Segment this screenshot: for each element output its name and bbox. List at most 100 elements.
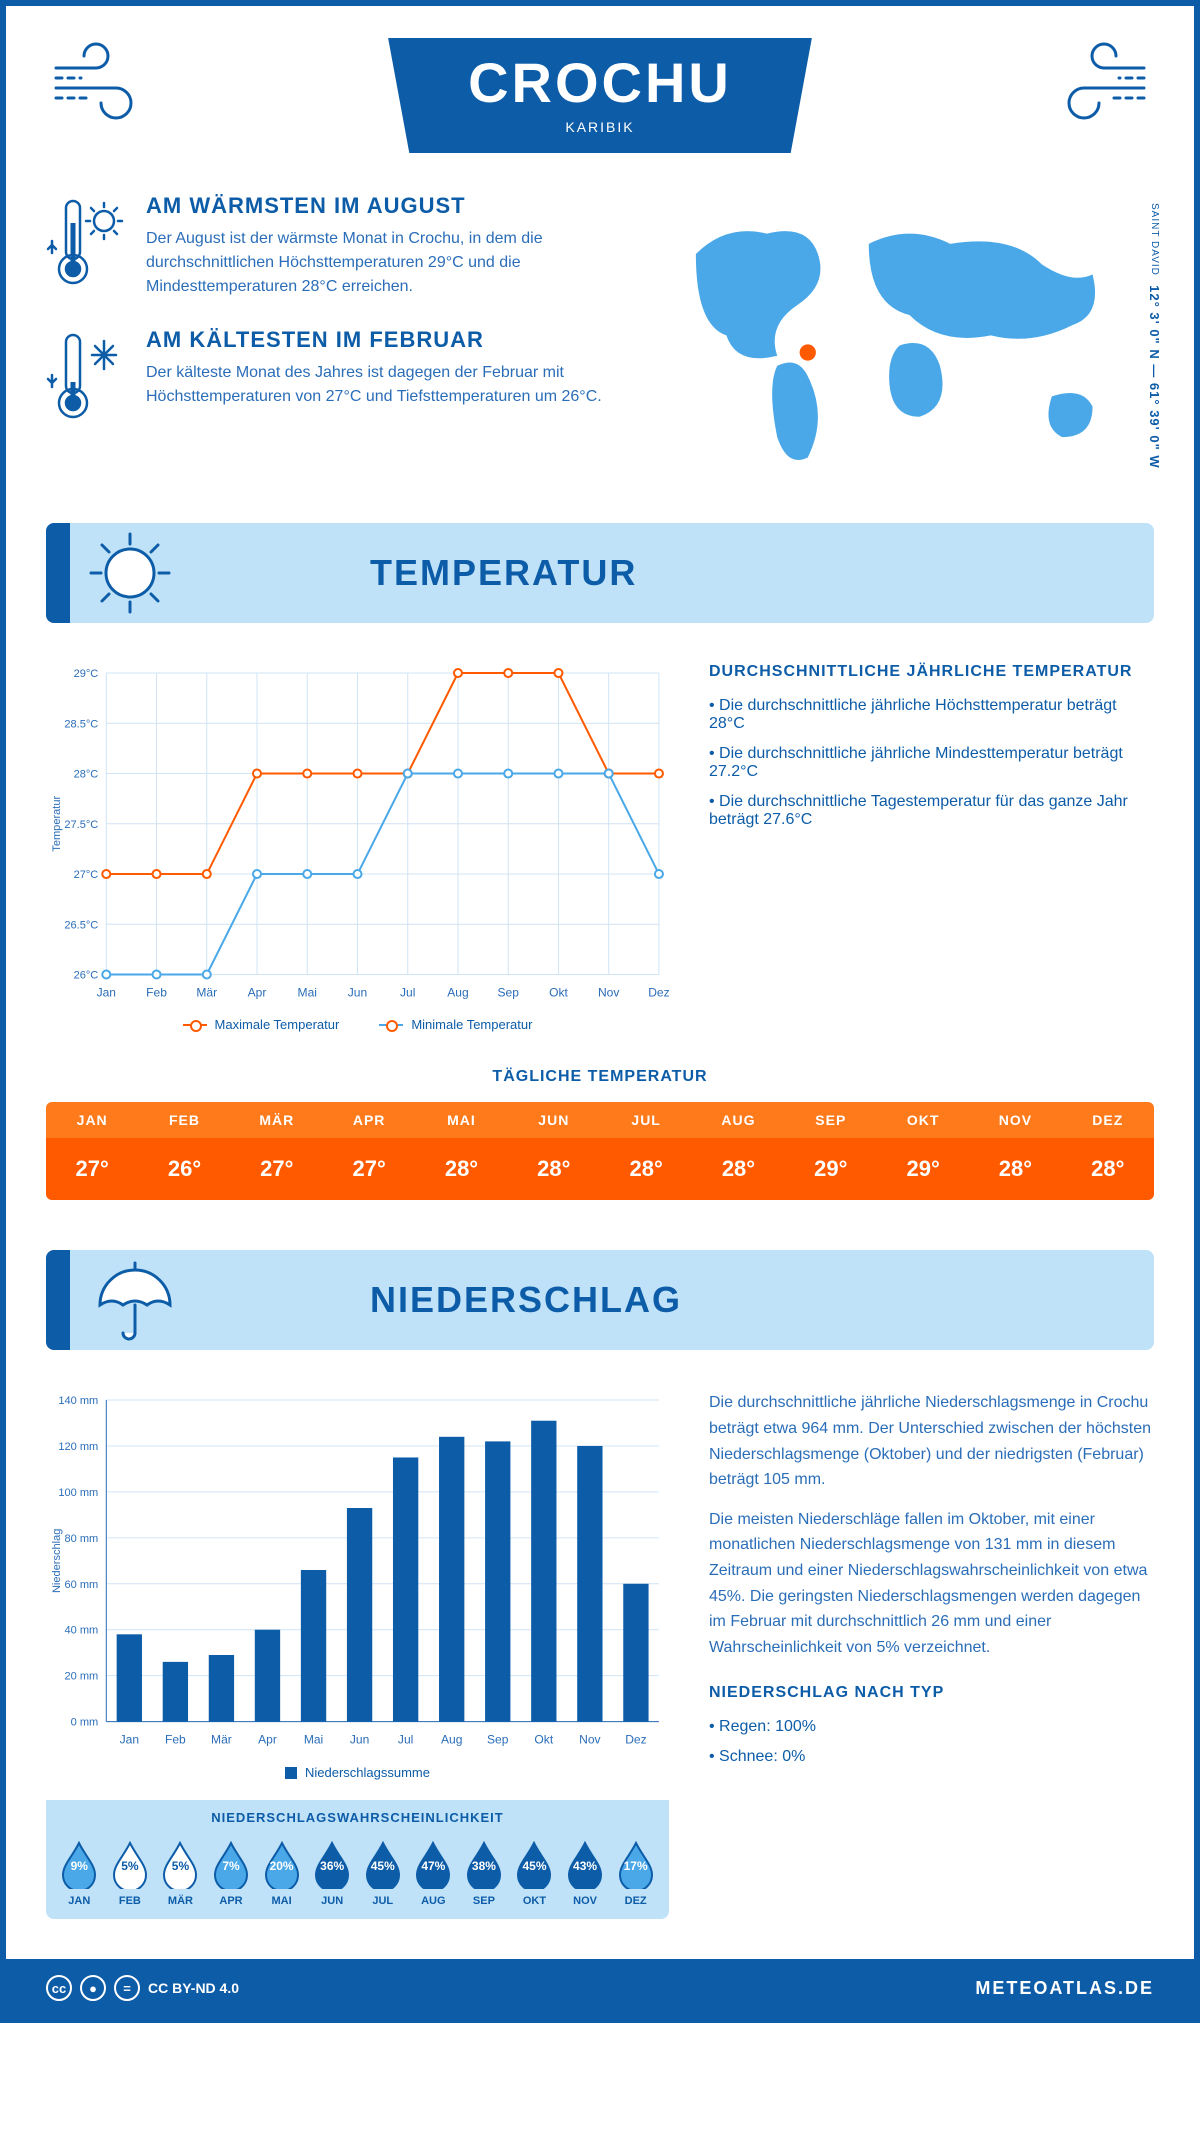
svg-text:80 mm: 80 mm <box>64 1533 98 1545</box>
svg-text:Feb: Feb <box>165 1733 186 1747</box>
coldest-title: AM KÄLTESTEN IM FEBRUAR <box>146 327 605 353</box>
drop-col: 5% FEB <box>105 1841 156 1907</box>
warmest-title: AM WÄRMSTEN IM AUGUST <box>146 193 605 219</box>
svg-text:Jun: Jun <box>350 1733 369 1747</box>
precipitation-heading: NIEDERSCHLAG <box>370 1279 682 1321</box>
svg-text:27°C: 27°C <box>74 869 99 881</box>
svg-text:60 mm: 60 mm <box>64 1579 98 1591</box>
wind-icon-left <box>46 38 166 128</box>
by-icon: ● <box>80 1975 106 2001</box>
sun-icon <box>70 523 190 623</box>
svg-text:28°C: 28°C <box>74 768 99 780</box>
precipitation-section-header: NIEDERSCHLAG <box>46 1250 1154 1350</box>
svg-text:Okt: Okt <box>549 985 568 999</box>
temperature-summary: DURCHSCHNITTLICHE JÄHRLICHE TEMPERATUR •… <box>709 663 1154 1033</box>
temp-col: JAN27° <box>46 1102 138 1200</box>
svg-text:100 mm: 100 mm <box>58 1487 98 1499</box>
temp-col: APR27° <box>323 1102 415 1200</box>
svg-text:40 mm: 40 mm <box>64 1625 98 1637</box>
svg-text:Mai: Mai <box>304 1733 323 1747</box>
umbrella-icon <box>70 1250 190 1350</box>
coldest-text: Der kälteste Monat des Jahres ist dagege… <box>146 361 605 409</box>
raindrop-icon: 7% <box>212 1841 250 1889</box>
temp-col: NOV28° <box>969 1102 1061 1200</box>
raindrop-icon: 45% <box>364 1841 402 1889</box>
temp-col: OKT29° <box>877 1102 969 1200</box>
warmest-block: AM WÄRMSTEN IM AUGUST Der August ist der… <box>46 193 605 299</box>
raindrop-icon: 47% <box>414 1841 452 1889</box>
world-map: SAINT DAVID 12° 3' 0" N — 61° 39' 0" W <box>645 193 1154 483</box>
temp-col: SEP29° <box>785 1102 877 1200</box>
svg-text:26°C: 26°C <box>74 969 99 981</box>
temperature-section-header: TEMPERATUR <box>46 523 1154 623</box>
header: CROCHU KARIBIK <box>46 38 1154 153</box>
precip-legend: Niederschlagssumme <box>46 1765 669 1780</box>
raindrop-icon: 17% <box>617 1841 655 1889</box>
svg-text:0 mm: 0 mm <box>71 1717 99 1729</box>
thermometer-hot-icon <box>46 193 126 299</box>
svg-text:Mär: Mär <box>211 1733 232 1747</box>
drop-col: 17% DEZ <box>610 1841 661 1907</box>
page-title: CROCHU <box>468 50 732 115</box>
drop-col: 45% JUL <box>357 1841 408 1907</box>
raindrop-icon: 20% <box>263 1841 301 1889</box>
temp-col: AUG28° <box>692 1102 784 1200</box>
precipitation-probability: NIEDERSCHLAGSWAHRSCHEINLICHKEIT 9% JAN 5… <box>46 1800 669 1919</box>
precipitation-bar-chart: 0 mm20 mm40 mm60 mm80 mm100 mm120 mm140 … <box>46 1390 669 1780</box>
svg-text:26.5°C: 26.5°C <box>64 919 98 931</box>
svg-text:Apr: Apr <box>258 1733 277 1747</box>
temperature-heading: TEMPERATUR <box>370 552 637 594</box>
drop-col: 45% OKT <box>509 1841 560 1907</box>
svg-text:Sep: Sep <box>497 985 519 999</box>
raindrop-icon: 9% <box>60 1841 98 1889</box>
raindrop-icon: 45% <box>515 1841 553 1889</box>
cc-icon: cc <box>46 1975 72 2001</box>
license: cc ● = CC BY-ND 4.0 <box>46 1975 239 2001</box>
svg-text:Dez: Dez <box>625 1733 646 1747</box>
svg-text:Nov: Nov <box>579 1733 600 1747</box>
svg-text:28.5°C: 28.5°C <box>64 718 98 730</box>
svg-text:Jul: Jul <box>400 985 415 999</box>
svg-text:Dez: Dez <box>648 985 669 999</box>
drop-col: 9% JAN <box>54 1841 105 1907</box>
page-subtitle: KARIBIK <box>468 119 732 135</box>
temp-col: FEB26° <box>138 1102 230 1200</box>
drop-col: 47% AUG <box>408 1841 459 1907</box>
raindrop-icon: 38% <box>465 1841 503 1889</box>
drop-col: 38% SEP <box>459 1841 510 1907</box>
temp-col: JUN28° <box>508 1102 600 1200</box>
temp-col: MÄR27° <box>231 1102 323 1200</box>
svg-text:Jan: Jan <box>97 985 116 999</box>
svg-text:Aug: Aug <box>447 985 468 999</box>
svg-text:Apr: Apr <box>248 985 267 999</box>
title-banner: CROCHU KARIBIK <box>388 38 812 153</box>
svg-text:Sep: Sep <box>487 1733 509 1747</box>
raindrop-icon: 5% <box>111 1841 149 1889</box>
nd-icon: = <box>114 1975 140 2001</box>
daily-temperature-table: TÄGLICHE TEMPERATUR JAN27°FEB26°MÄR27°AP… <box>46 1068 1154 1200</box>
svg-text:Nov: Nov <box>598 985 619 999</box>
drop-col: 5% MÄR <box>155 1841 206 1907</box>
temp-col: MAI28° <box>415 1102 507 1200</box>
temp-col: DEZ28° <box>1062 1102 1154 1200</box>
svg-text:Jul: Jul <box>398 1733 413 1747</box>
wind-icon-right <box>1034 38 1154 128</box>
svg-text:20 mm: 20 mm <box>64 1671 98 1683</box>
svg-text:Mär: Mär <box>196 985 217 999</box>
brand: METEOATLAS.DE <box>975 1978 1154 1999</box>
svg-text:Jun: Jun <box>348 985 367 999</box>
drop-col: 36% JUN <box>307 1841 358 1907</box>
svg-text:27.5°C: 27.5°C <box>64 819 98 831</box>
svg-text:Feb: Feb <box>146 985 167 999</box>
raindrop-icon: 43% <box>566 1841 604 1889</box>
raindrop-icon: 36% <box>313 1841 351 1889</box>
raindrop-icon: 5% <box>161 1841 199 1889</box>
intro-row: AM WÄRMSTEN IM AUGUST Der August ist der… <box>46 193 1154 483</box>
svg-text:Mai: Mai <box>298 985 317 999</box>
precipitation-summary: Die durchschnittliche jährliche Niedersc… <box>709 1390 1154 1919</box>
svg-text:Okt: Okt <box>534 1733 553 1747</box>
footer: cc ● = CC BY-ND 4.0 METEOATLAS.DE <box>6 1959 1194 2017</box>
coldest-block: AM KÄLTESTEN IM FEBRUAR Der kälteste Mon… <box>46 327 605 432</box>
temperature-line-chart: 26°C26.5°C27°C27.5°C28°C28.5°C29°CJanFeb… <box>46 663 669 1033</box>
svg-text:Temperatur: Temperatur <box>51 795 63 851</box>
